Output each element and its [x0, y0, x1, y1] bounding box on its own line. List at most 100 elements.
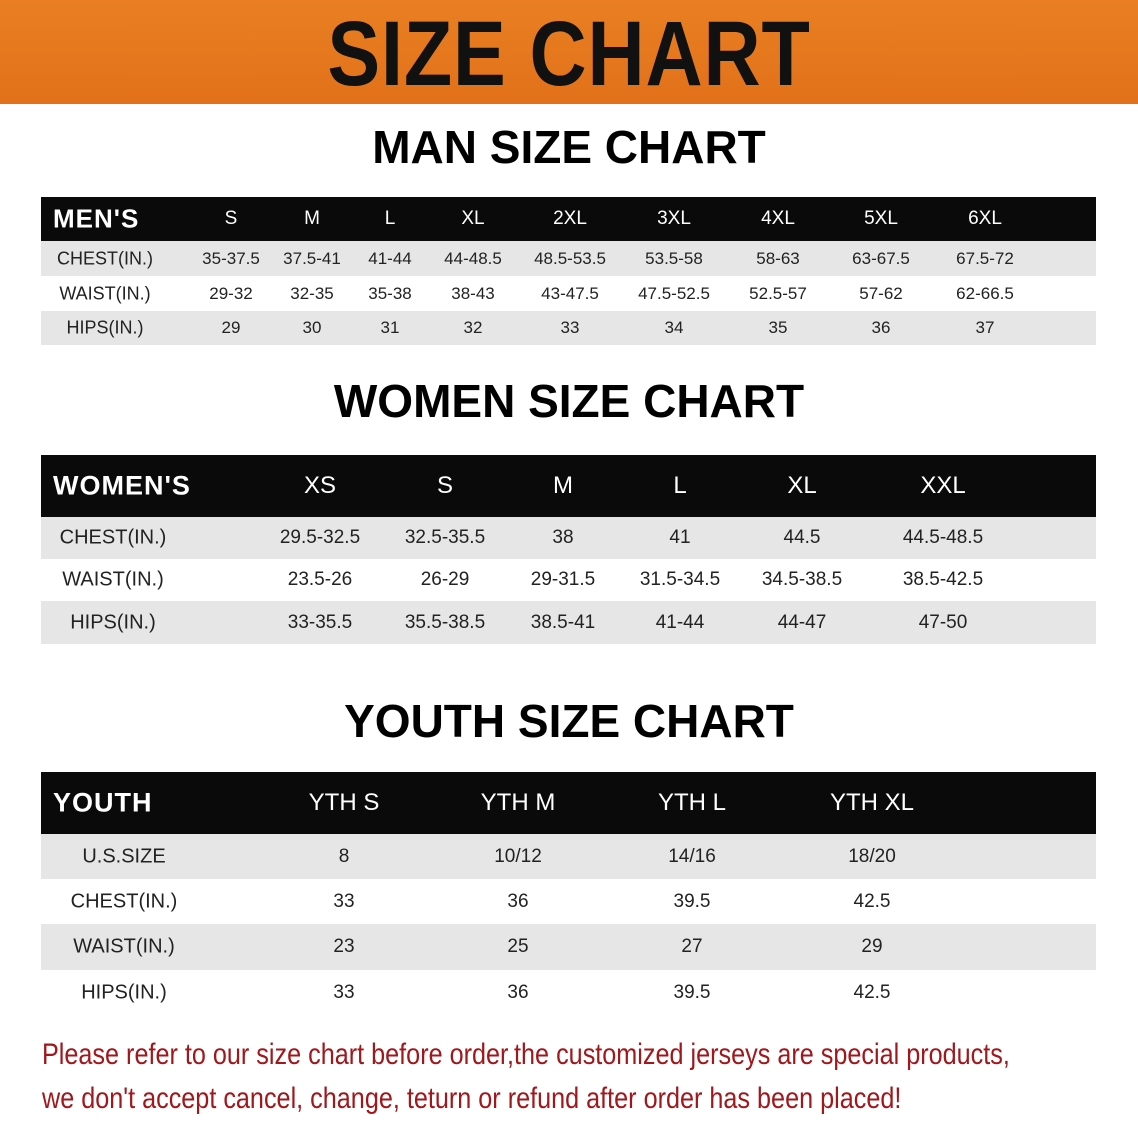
table-cell: 52.5-57	[749, 283, 807, 303]
table-cell: 32-35	[290, 283, 334, 303]
table-cell: 67.5-72	[956, 248, 1014, 268]
table-cell: 36	[507, 890, 529, 912]
table-cell: 35-37.5	[202, 248, 260, 268]
size-header: 6XL	[968, 208, 1002, 229]
table-cell: 48.5-53.5	[534, 248, 606, 268]
table-cell: 63-67.5	[852, 248, 910, 268]
row-label: U.S.SIZE	[82, 845, 166, 867]
table-cell: 44-47	[777, 611, 827, 633]
table-cell: 23.5-26	[287, 569, 353, 590]
size-header: YTH L	[657, 789, 727, 816]
row-label: CHEST(IN.)	[57, 248, 153, 268]
table-cell: 35.5-38.5	[404, 611, 486, 633]
size-header: XXL	[920, 472, 966, 499]
table-cell: 42.5	[853, 890, 891, 912]
table-cell: 29-32	[209, 283, 253, 303]
table-cell: 33	[333, 981, 355, 1003]
size-header: S	[436, 472, 454, 499]
table-cell: 41-44	[655, 611, 705, 633]
notice-line-1: Please refer to our size chart before or…	[42, 1038, 1010, 1071]
row-label: CHEST(IN.)	[59, 526, 167, 549]
table-cell: 38-43	[451, 283, 495, 303]
table-cell: 38.5-41	[530, 611, 596, 633]
table-cell: 39.5	[673, 981, 711, 1003]
banner-title: SIZE CHART	[327, 3, 811, 105]
row-label: WAIST(IN.)	[62, 568, 164, 591]
table-cell: 33	[560, 318, 580, 337]
women-header-label: WOMEN'S	[53, 470, 191, 501]
table-cell: 37	[975, 318, 995, 337]
men-header-label: MEN'S	[53, 203, 140, 234]
size-header: XL	[461, 208, 485, 229]
table-cell: 29.5-32.5	[279, 527, 361, 548]
size-header: 2XL	[553, 208, 587, 229]
table-cell: 47-50	[918, 611, 968, 633]
size-header: YTH XL	[829, 789, 915, 816]
table-cell: 31	[380, 318, 400, 337]
size-header: YTH M	[480, 789, 556, 816]
row-label: CHEST(IN.)	[70, 890, 178, 912]
size-header: L	[673, 472, 687, 499]
youth-header-row: YOUTH YTH S YTH M YTH L YTH XL	[41, 772, 1096, 834]
size-header: XL	[787, 472, 817, 499]
size-header: M	[553, 472, 573, 499]
table-cell: 33	[333, 890, 355, 912]
men-header-row: MEN'S S M L XL 2XL 3XL 4XL 5XL 6XL	[41, 197, 1096, 241]
table-cell: 34	[664, 318, 684, 337]
table-row: U.S.SIZE 8 10/12 14/16 18/20	[41, 834, 1096, 879]
table-cell: 39.5	[673, 890, 711, 912]
table-cell: 18/20	[848, 845, 896, 867]
table-cell: 38.5-42.5	[902, 569, 984, 590]
men-title: MAN SIZE CHART	[372, 121, 766, 173]
table-cell: 8	[338, 845, 350, 867]
notice-line-2: we don't accept cancel, change, teturn o…	[42, 1082, 902, 1115]
row-label: WAIST(IN.)	[73, 935, 175, 958]
table-cell: 29-31.5	[530, 569, 596, 590]
row-label: HIPS(IN.)	[70, 611, 156, 633]
size-header: L	[384, 208, 396, 229]
table-row: HIPS(IN.) 33-35.5 35.5-38.5 38.5-41 41-44 44-…	[41, 601, 1096, 644]
table-row: HIPS(IN.) 33 36 39.5 42.5	[41, 970, 1096, 1015]
table-cell: 36	[871, 318, 891, 337]
table-cell: 26-29	[420, 569, 470, 590]
table-cell: 32.5-35.5	[404, 527, 486, 548]
youth-title: YOUTH SIZE CHART	[344, 695, 794, 747]
size-header: YTH S	[308, 789, 380, 816]
table-cell: 36	[507, 981, 529, 1003]
men-size-table: MEN'S S M L XL 2XL 3XL 4XL 5XL 6XL CHEST(IN.) 35-37…	[41, 197, 1096, 345]
table-cell: 44.5	[783, 527, 821, 548]
table-cell: 35-38	[368, 283, 412, 303]
table-cell: 27	[681, 936, 703, 957]
size-header: 5XL	[864, 208, 898, 229]
table-cell: 38	[552, 527, 574, 548]
table-cell: 25	[507, 936, 529, 957]
women-title: WOMEN SIZE CHART	[333, 375, 805, 427]
size-header: S	[224, 208, 238, 229]
row-label: WAIST(IN.)	[59, 283, 151, 303]
table-cell: 29	[221, 318, 241, 337]
size-header: 3XL	[657, 208, 691, 229]
table-row: WAIST(IN.) 23 25 27 29	[41, 924, 1096, 970]
table-cell: 23	[333, 936, 355, 957]
table-cell: 43-47.5	[541, 283, 599, 303]
table-cell: 57-62	[859, 283, 903, 303]
women-header-row: WOMEN'S XS S M L XL XXL	[41, 455, 1096, 517]
table-cell: 35	[768, 318, 788, 337]
table-row: HIPS(IN.) 29 30 31 32 33 34 35 36 37	[41, 311, 1096, 345]
table-cell: 29	[861, 936, 883, 957]
table-cell: 14/16	[668, 845, 716, 867]
size-header: XS	[303, 472, 337, 499]
youth-size-table: YOUTH YTH S YTH M YTH L YTH XL U.S.SIZE 8 10/12…	[41, 772, 1096, 1015]
table-cell: 30	[302, 318, 322, 337]
table-cell: 37.5-41	[283, 248, 341, 268]
table-cell: 53.5-58	[645, 248, 703, 268]
table-cell: 31.5-34.5	[639, 569, 721, 590]
table-cell: 47.5-52.5	[638, 283, 710, 303]
table-cell: 62-66.5	[956, 283, 1014, 303]
banner: SIZE CHART	[0, 0, 1138, 105]
table-cell: 32	[463, 318, 483, 337]
row-label: HIPS(IN.)	[81, 981, 167, 1003]
table-cell: 41	[669, 527, 691, 548]
size-header: M	[304, 208, 320, 229]
table-cell: 33-35.5	[287, 611, 353, 633]
